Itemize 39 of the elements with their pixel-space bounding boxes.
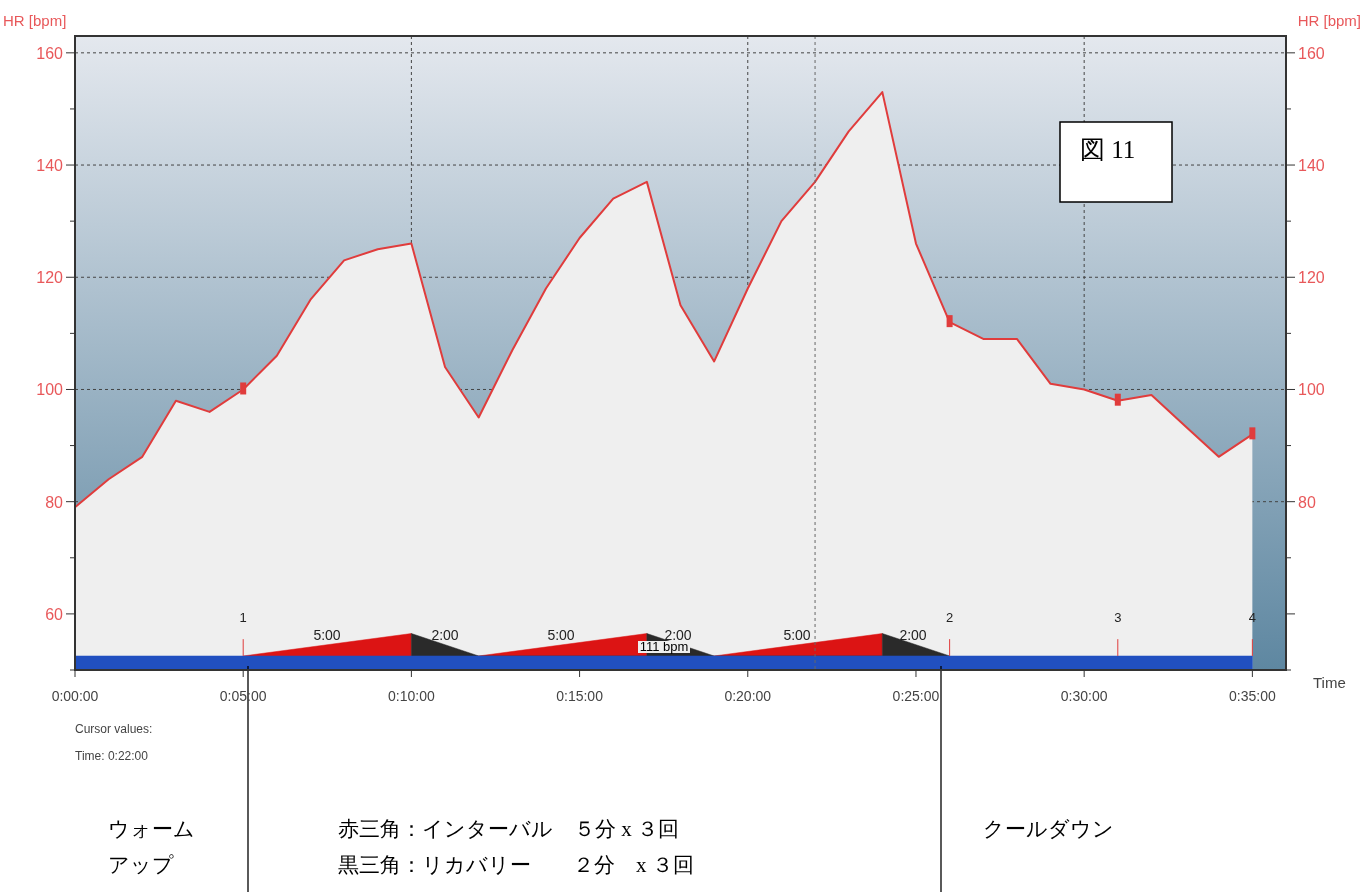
- y-tick-label: 80: [45, 493, 64, 511]
- x-tick-label: 0:20:00: [724, 688, 772, 704]
- text: Time: 0:22:00: [75, 749, 149, 763]
- x-tick-label: 0:30:00: [1060, 688, 1108, 704]
- annotation: 5:00: [313, 627, 341, 643]
- annotation: 2:00: [899, 627, 927, 643]
- y-tick-label: 140: [36, 157, 64, 175]
- annotation: 5:00: [783, 627, 811, 643]
- text: ウォーム: [108, 817, 195, 841]
- x-tick-label: 0:25:00: [892, 688, 940, 704]
- y-tick-label: 120: [36, 269, 64, 287]
- x-tick-label: 0:35:00: [1229, 688, 1276, 704]
- annotation: 1: [239, 610, 247, 625]
- annotation: 4: [1248, 610, 1256, 625]
- y2-tick-label: 140: [1298, 157, 1325, 175]
- y-tick-label: 160: [36, 44, 64, 62]
- annotation: 図 11: [1080, 136, 1136, 163]
- annotation: 111 bpm: [639, 639, 689, 654]
- annotation: 3: [1114, 610, 1122, 625]
- text: Cursor values:: [75, 722, 153, 736]
- text: 赤三角：インターバル ５分 x ３回: [338, 817, 679, 841]
- x-tick-label: 0:15:00: [556, 688, 604, 704]
- y2-tick-label: 100: [1298, 381, 1325, 399]
- x-tick-label: 0:10:00: [388, 688, 435, 704]
- annotation: 2: [945, 610, 954, 625]
- x-axis-title: Time: [1313, 674, 1346, 691]
- x-tick-label: 0:00:00: [51, 688, 99, 704]
- y2-tick-label: 120: [1298, 269, 1325, 287]
- y2-axis-title: HR [bpm]: [1297, 12, 1361, 29]
- y-tick-label: 60: [45, 605, 64, 623]
- y2-tick-label: 160: [1298, 44, 1325, 62]
- text: 黒三角：リカバリー ２分 x ３回: [338, 853, 694, 877]
- text: アップ: [108, 853, 174, 877]
- y-tick-label: 100: [36, 381, 64, 399]
- text: クールダウン: [983, 817, 1114, 841]
- annotation: 5:00: [547, 627, 575, 643]
- y2-tick-label: 80: [1298, 493, 1316, 511]
- annotation: 2:00: [431, 627, 459, 643]
- y-axis-title: HR [bpm]: [3, 12, 67, 29]
